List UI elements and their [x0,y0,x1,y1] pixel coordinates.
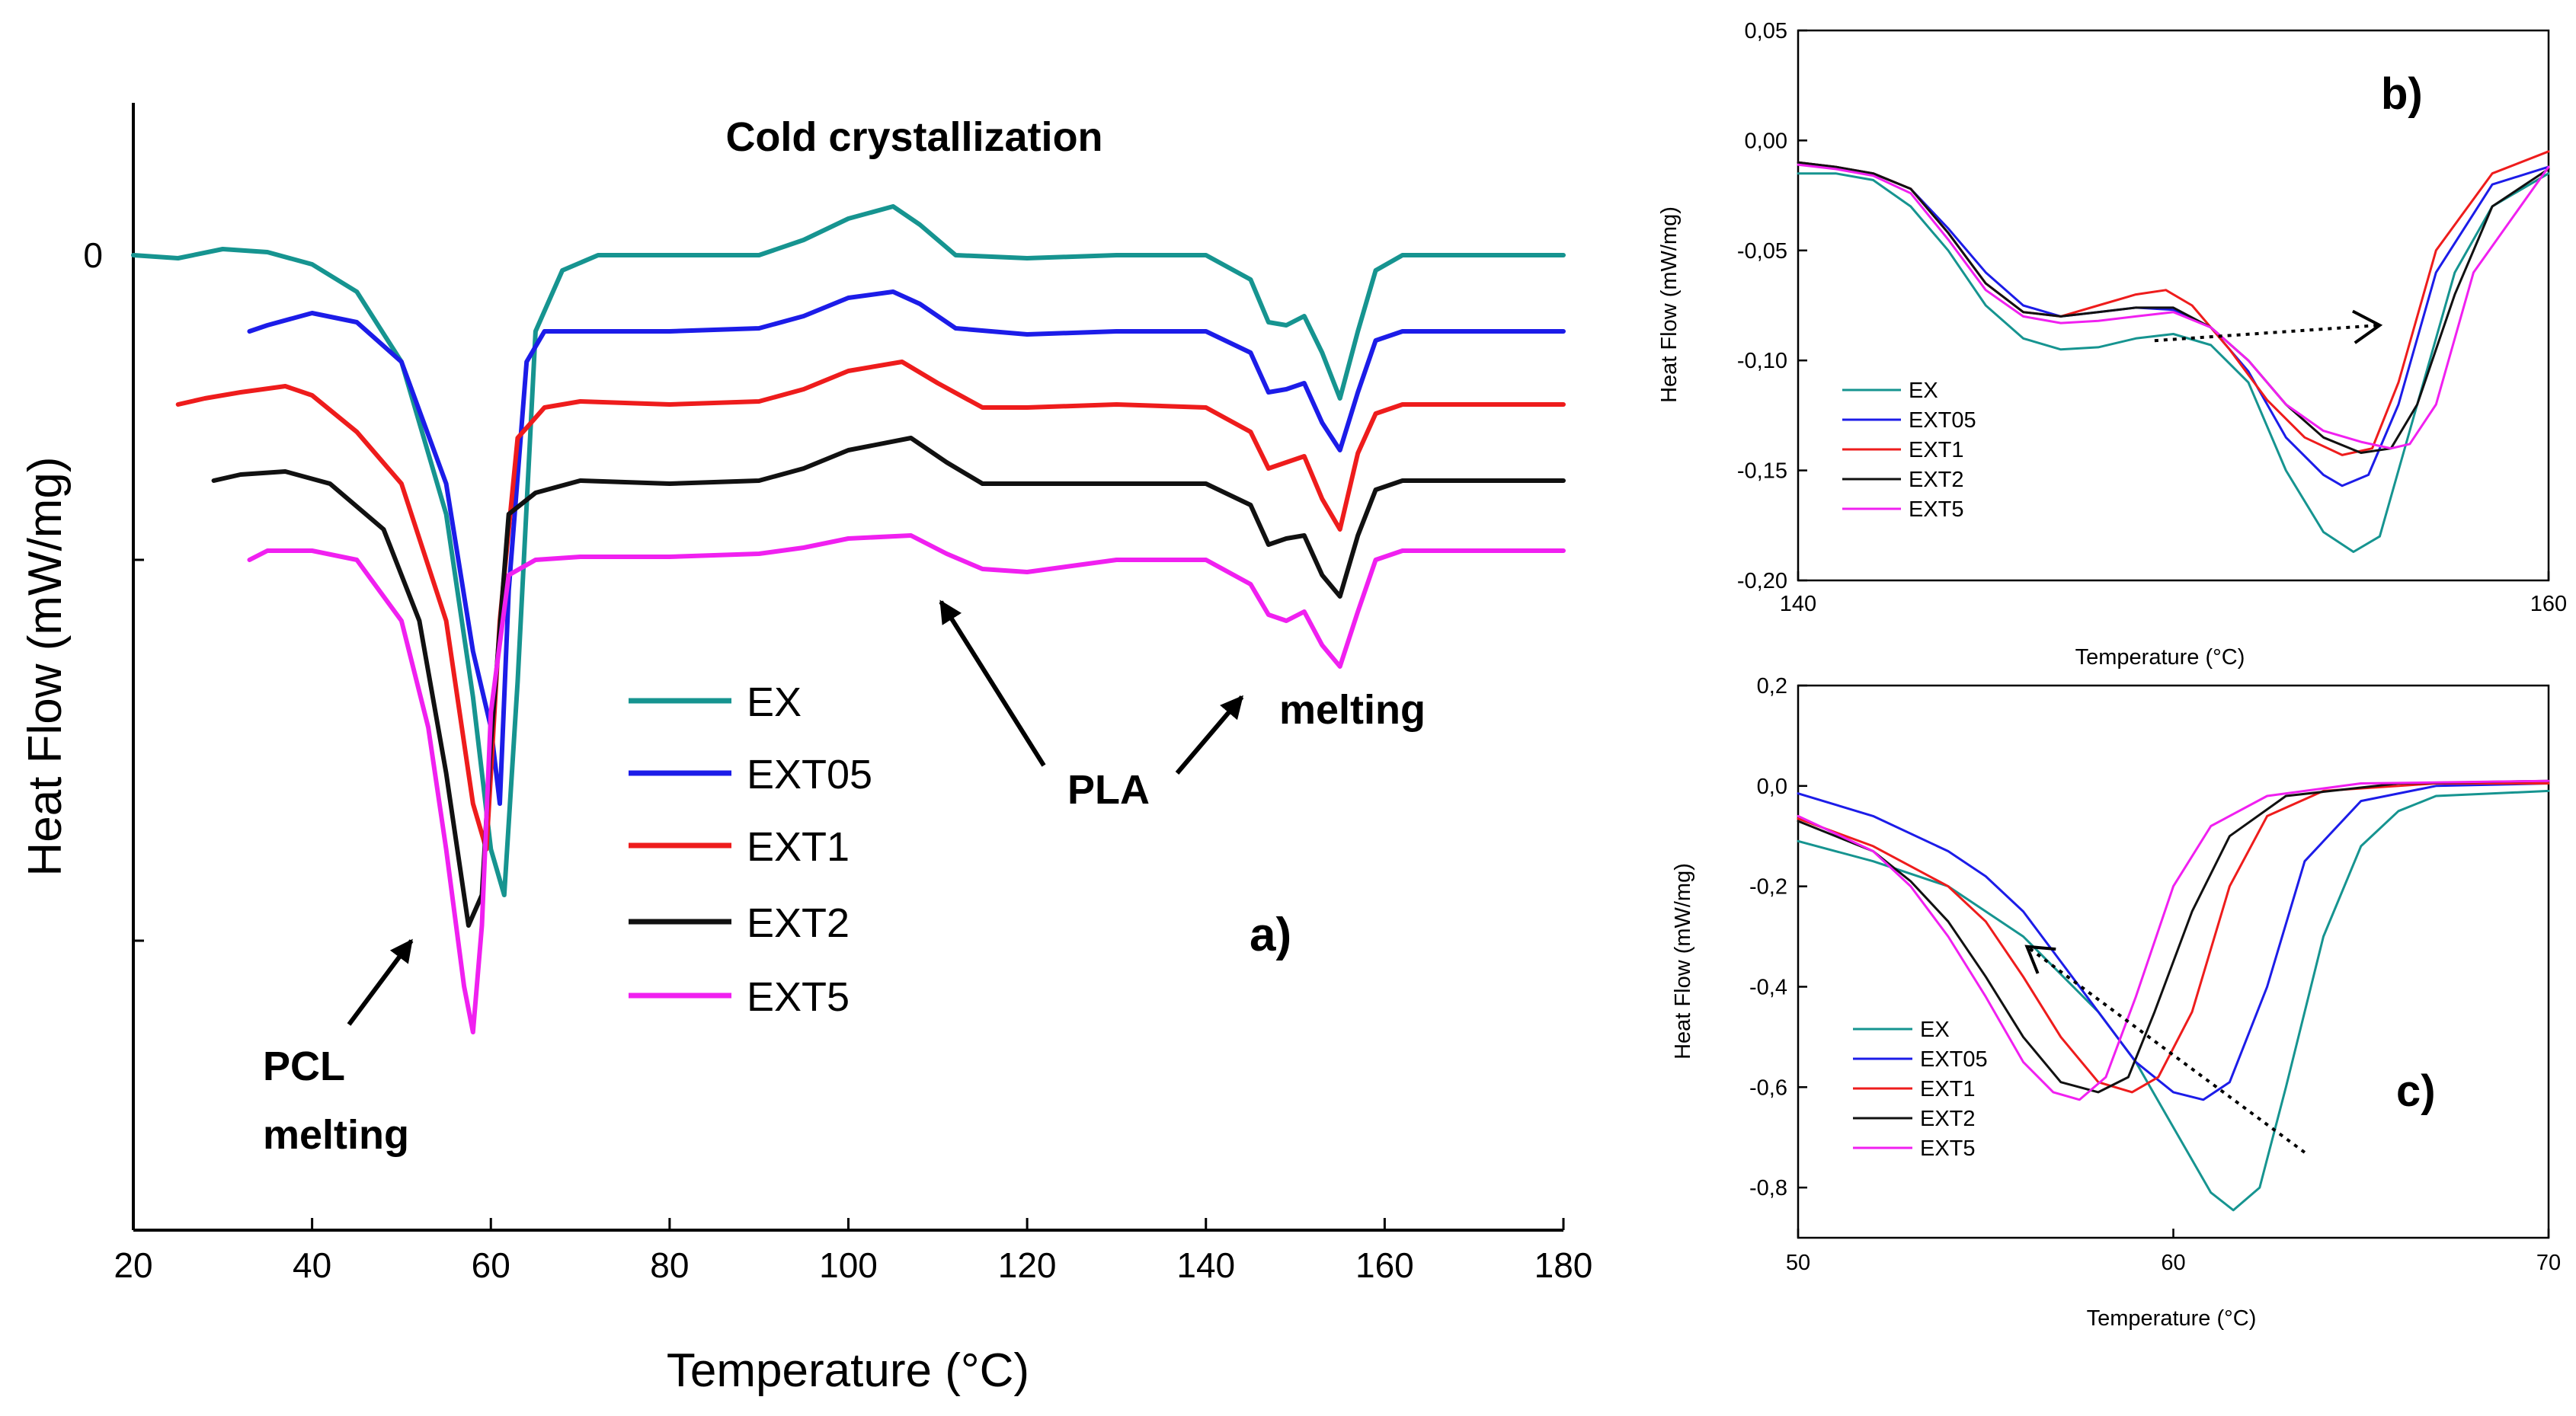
panel-c-y-tick-label: -0,8 [1749,1176,1787,1200]
panel-b-y-ticks: 0,05 0,00 -0,05 -0,10 -0,15 -0,20 [1737,19,1807,593]
panel-b-x-tick-label: 160 [2530,592,2567,616]
panel-c-trend-arrow-head [2024,945,2056,974]
panel-b-y-tick-label: 0,00 [1745,129,1787,153]
panel-b-series-EXT2 [1797,161,2550,454]
panel-c-x-ticks: 50 60 70 [1786,1229,2561,1275]
legend-a-label-EXT05: EXT05 [747,752,872,797]
panel-c-y-tick-label: -0,6 [1749,1076,1787,1100]
panel-c-series-EXT2 [1797,779,2550,1094]
panel-b-trend-arrow [2154,323,2380,343]
panel-a-series-EXT2 [211,436,1566,928]
panel-c-series-EXT5 [1797,779,2550,1101]
legend-b-label-EXT05: EXT05 [1909,408,1976,433]
annotation-pcl: PCL [263,1044,345,1089]
panel-b-series-EXT5 [1797,163,2550,450]
panel-c-series-EX [1797,789,2550,1212]
legend-c-label-EXT2: EXT2 [1920,1107,1976,1131]
panel-b-y-tick-label: -0,10 [1737,349,1787,373]
panel-c-series [1797,779,2550,1212]
panel-b-frame [1797,29,2550,582]
panel-c-series-EXT05 [1797,782,2550,1101]
panel-a-x-ticks: 20 40 60 80 100 120 140 160 180 [114,1218,1592,1285]
panel-c-label: c) [2396,1066,2436,1116]
annotation-cold-crystallization: Cold crystallization [725,114,1102,160]
panel-c-y-ticks: 0,2 0,0 -0,2 -0,4 -0,6 -0,8 [1749,674,1807,1200]
panel-b-y-tick-label: -0,15 [1737,459,1787,484]
panel-a-x-tick-label: 20 [114,1245,152,1285]
panel-a-series [131,204,1566,1034]
panel-b-y-tick-label: -0,20 [1737,569,1787,593]
panel-c: 50 60 70 0,2 0,0 -0,2 -0,4 -0,6 -0,8 Temperatur… [1671,674,2561,1331]
panel-b: 140 160 0,05 0,00 -0,05 -0,10 -0,15 -0,20 Temp… [1657,19,2567,670]
legend-a-label-EXT2: EXT2 [747,900,850,946]
panel-c-legend: EX EXT05 EXT1 EXT2 EXT5 [1853,1018,1988,1161]
arrow-pcl-melting [347,938,414,1026]
legend-a-label-EXT1: EXT1 [747,824,850,870]
legend-c-label-EX: EX [1920,1018,1950,1042]
panel-b-trend-arrow-head [2352,309,2383,344]
panel-c-y-tick-label: -0,2 [1749,875,1787,900]
legend-c-label-EXT5: EXT5 [1920,1136,1976,1161]
panel-a-series-EXT5 [247,533,1566,1034]
annotation-pla-melting: melting [1279,687,1426,733]
panel-a-y-tick-label: 0 [83,235,103,275]
arrow-pla-melting [1175,695,1244,775]
panel-a-x-tick-label: 160 [1355,1245,1414,1285]
panel-a: 20 40 60 80 100 120 140 160 180 0 Temperature (°… [19,103,1592,1397]
panel-b-y-axis-title: Heat Flow (mW/mg) [1657,206,1682,403]
panel-b-x-tick-label: 140 [1780,592,1816,616]
legend-b-label-EX: EX [1909,379,1938,403]
panel-a-x-tick-label: 40 [293,1245,331,1285]
panel-a-y-ticks: 0 [83,235,144,942]
legend-b-label-EXT1: EXT1 [1909,438,1964,462]
panel-c-x-tick-label: 70 [2536,1251,2561,1275]
panel-b-x-ticks: 140 160 [1780,571,2567,616]
panel-b-y-tick-label: 0,05 [1745,19,1787,43]
panel-a-x-axis-title: Temperature (°C) [667,1344,1029,1397]
panel-a-x-tick-label: 60 [472,1245,510,1285]
panel-c-x-tick-label: 60 [2161,1251,2185,1275]
panel-b-x-axis-title: Temperature (°C) [2075,645,2245,670]
legend-b-label-EXT5: EXT5 [1909,497,1964,522]
panel-c-y-tick-label: -0,4 [1749,975,1787,999]
panel-a-series-EXT05 [247,289,1566,806]
legend-c-label-EXT1: EXT1 [1920,1077,1976,1101]
panel-a-series-EX [131,204,1566,897]
panel-c-series-EXT1 [1797,782,2550,1094]
legend-a-label-EX: EX [747,679,802,725]
panel-c-y-tick-label: 0,0 [1757,775,1787,799]
panel-a-x-tick-label: 100 [819,1245,878,1285]
panel-c-x-tick-label: 50 [1786,1251,1810,1275]
panel-a-x-tick-label: 180 [1534,1245,1593,1285]
panel-b-y-tick-label: -0,05 [1737,239,1787,264]
panel-a-series-EXT1 [175,360,1566,852]
panel-c-y-tick-label: 0,2 [1757,674,1787,698]
panel-a-y-axis-title: Heat Flow (mW/mg) [19,456,72,876]
panel-c-y-axis-title: Heat Flow (mW/mg) [1671,863,1695,1060]
panel-b-label: b) [2381,69,2423,119]
annotation-pla: PLA [1067,767,1150,813]
panel-a-legend: EX EXT05 EXT1 EXT2 EXT5 [629,679,872,1020]
legend-c-label-EXT05: EXT05 [1920,1047,1988,1072]
panel-c-x-axis-title: Temperature (°C) [2087,1306,2257,1331]
panel-a-x-tick-label: 140 [1176,1245,1235,1285]
panel-b-series-EX [1797,172,2550,553]
arrow-pla-cold-crystallization [939,599,1046,767]
legend-b-label-EXT2: EXT2 [1909,468,1964,492]
panel-b-legend: EX EXT05 EXT1 EXT2 EXT5 [1842,379,1976,522]
panel-a-x-tick-label: 120 [998,1245,1057,1285]
panel-c-trend-arrow [2026,945,2306,1154]
panel-a-label: a) [1250,909,1291,961]
panel-b-series [1797,150,2550,553]
annotation-pcl-melting: melting [263,1112,409,1158]
legend-a-label-EXT5: EXT5 [747,974,850,1020]
panel-a-x-tick-label: 80 [650,1245,689,1285]
